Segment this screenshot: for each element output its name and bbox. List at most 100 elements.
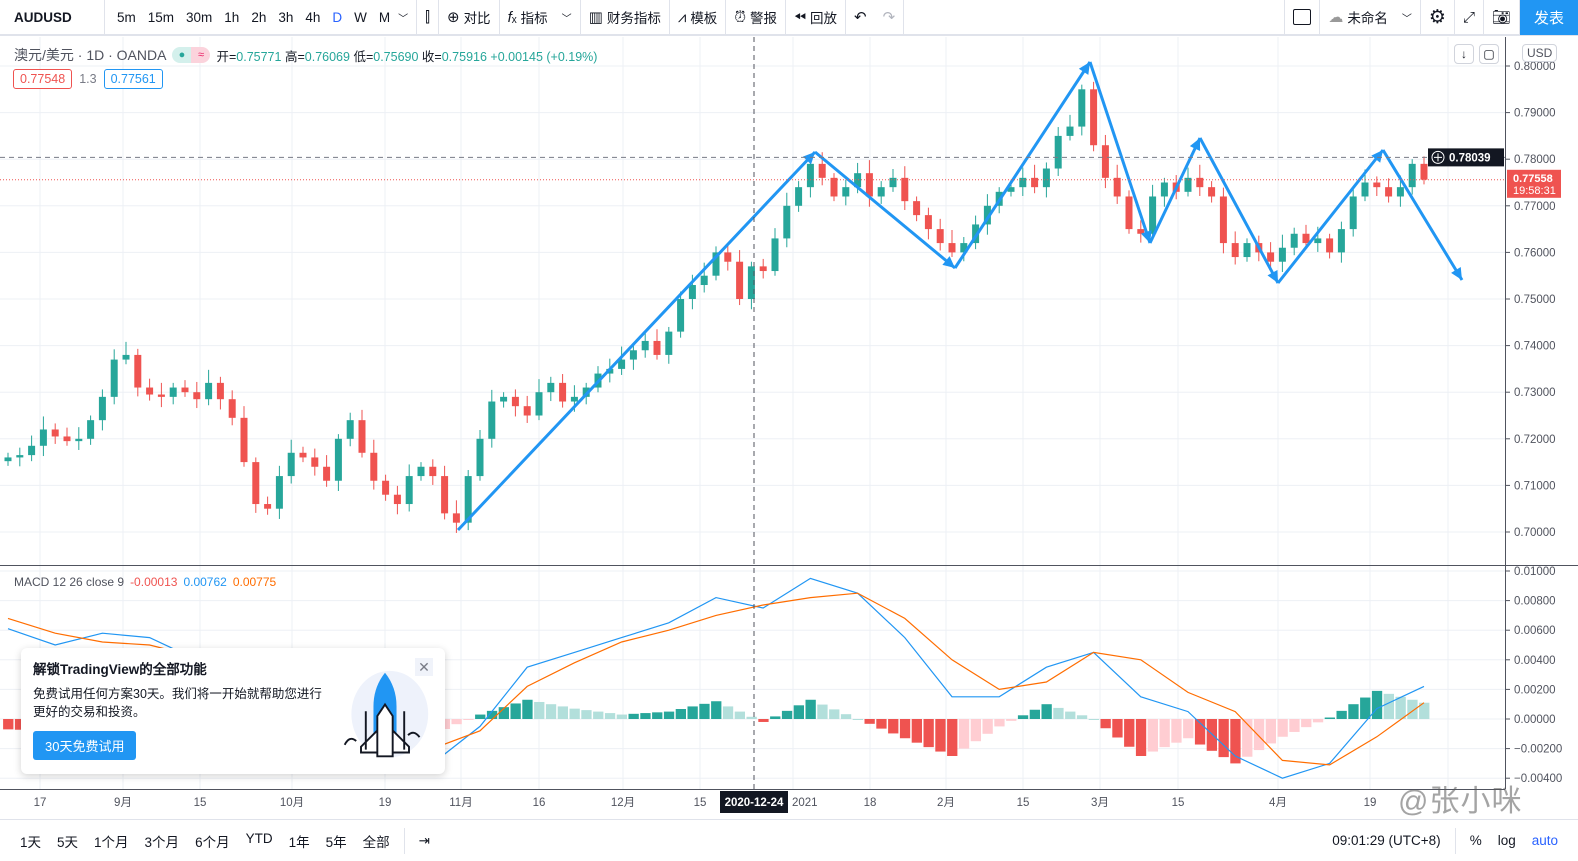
currency-label[interactable]: USD bbox=[1522, 44, 1558, 62]
percent-toggle[interactable]: % bbox=[1469, 833, 1482, 848]
macd-histogram-bar bbox=[970, 719, 981, 742]
gear-icon: ⚙︎ bbox=[1428, 6, 1446, 28]
arrowhead-icon bbox=[1267, 270, 1278, 283]
interval-15m[interactable]: 15m bbox=[147, 9, 175, 25]
chart-canvas[interactable]: 0.80000 0.79000 0.78000 0.77000 0.76000 0.750… bbox=[0, 37, 1578, 819]
replay-button[interactable]: ⏪︎ 回放 bbox=[786, 0, 847, 35]
interval-1h[interactable]: 1h bbox=[224, 9, 240, 25]
compare-button[interactable]: ⊕ 对比 bbox=[439, 0, 500, 35]
macd-histogram-bar bbox=[593, 711, 604, 719]
templates-button[interactable]: ⩘ 模板 bbox=[670, 0, 727, 35]
macd-histogram-bar bbox=[864, 719, 875, 724]
interval-D[interactable]: D bbox=[332, 9, 343, 25]
log-toggle[interactable]: log bbox=[1497, 833, 1516, 848]
alerts-button[interactable]: ⏰︎ 警报 bbox=[726, 0, 787, 35]
macd-histogram-bar bbox=[675, 709, 686, 719]
interval-30m[interactable]: 30m bbox=[186, 9, 213, 25]
range-7[interactable]: 5年 bbox=[325, 834, 347, 850]
popup-title: 解锁TradingView的全部功能 bbox=[33, 662, 207, 677]
candle-body bbox=[4, 457, 12, 462]
crosshair-date-label bbox=[720, 791, 788, 813]
range-4[interactable]: 6个月 bbox=[195, 834, 230, 850]
change-value: +0.00145 (+0.19%) bbox=[490, 49, 598, 64]
upgrade-popup: 解锁TradingView的全部功能 免费试用任何方案30天。我们将一开始就帮助… bbox=[21, 648, 445, 774]
indicators-button[interactable]: fₓ 指标 ﹀ bbox=[500, 0, 581, 35]
popup-body: 免费试用任何方案30天。我们将一开始就帮助您进行更好的交易和投资。 bbox=[33, 687, 322, 719]
time-tick-label: 12月 bbox=[611, 797, 635, 809]
interval-5m[interactable]: 5m bbox=[117, 9, 136, 25]
candle-body bbox=[972, 224, 980, 244]
candle-body bbox=[429, 466, 437, 477]
divider bbox=[403, 827, 405, 854]
interval-M[interactable]: M bbox=[378, 9, 391, 25]
macd-histogram-bar bbox=[451, 719, 462, 725]
timezone-clock[interactable]: 09:01:29 (UTC+8) bbox=[1332, 833, 1441, 848]
fullscreen-button[interactable]: ⤢ bbox=[1455, 0, 1484, 35]
candle-body bbox=[1113, 177, 1121, 197]
macd-histogram-bar bbox=[475, 714, 486, 719]
buy-button[interactable]: 0.77561 bbox=[103, 69, 163, 89]
settings-button[interactable]: ⚙︎ bbox=[1421, 0, 1455, 35]
snapshot-button[interactable]: 📷︎ bbox=[1484, 0, 1520, 35]
auto-toggle[interactable]: auto bbox=[1531, 833, 1558, 848]
layout-name-button[interactable]: ☁︎ 未命名 ﹀ bbox=[1320, 0, 1421, 35]
candle-body bbox=[393, 494, 401, 505]
interval-4h[interactable]: 4h bbox=[305, 9, 321, 25]
candle-body bbox=[1420, 163, 1428, 180]
candle-body bbox=[759, 266, 767, 272]
macd-histogram-bar bbox=[793, 705, 804, 719]
divider bbox=[1454, 827, 1456, 854]
range-8[interactable]: 全部 bbox=[362, 834, 390, 850]
publish-button[interactable]: 发表 bbox=[1520, 0, 1578, 35]
close-icon[interactable]: ✕ bbox=[415, 658, 433, 676]
macd-histogram-bar bbox=[829, 709, 840, 719]
undo-button[interactable]: ↶ bbox=[846, 0, 875, 35]
spread: 1.3 bbox=[79, 72, 97, 86]
interval-3h[interactable]: 3h bbox=[278, 9, 294, 25]
range-5[interactable]: YTD bbox=[245, 830, 273, 846]
interval-W[interactable]: W bbox=[354, 9, 367, 25]
redo-button[interactable]: ↷ bbox=[875, 0, 905, 35]
candle-body bbox=[216, 382, 224, 400]
macd-histogram-bar bbox=[1371, 690, 1383, 719]
chart-style-button[interactable]: ⫿ bbox=[417, 0, 439, 35]
free-trial-button[interactable]: 30天免费试用 bbox=[33, 731, 137, 760]
macd-histogram-bar bbox=[935, 719, 946, 752]
symbol-search[interactable]: AUDUSD bbox=[0, 0, 105, 35]
crosshair-price-text: 0.78039 bbox=[1449, 152, 1491, 164]
candle-body bbox=[240, 417, 248, 463]
interval-2h[interactable]: 2h bbox=[251, 9, 267, 25]
range-0[interactable]: 1天 bbox=[20, 834, 42, 850]
candle-body bbox=[677, 299, 685, 332]
macd-histogram-bar bbox=[1312, 719, 1324, 723]
low-value: 0.75690 bbox=[373, 49, 419, 64]
candle-body bbox=[157, 394, 165, 397]
financials-button[interactable]: ▥ 财务指标 bbox=[581, 0, 670, 35]
candle-body bbox=[818, 163, 826, 178]
macd-histogram-bar bbox=[1041, 704, 1052, 719]
candle-body bbox=[877, 187, 885, 197]
maximize-pane-button[interactable]: ▢ bbox=[1479, 44, 1499, 64]
range-2[interactable]: 1个月 bbox=[94, 834, 129, 850]
goto-date-icon[interactable]: ⇥ bbox=[418, 832, 430, 848]
candle-body bbox=[924, 215, 932, 230]
candle-body bbox=[936, 229, 944, 244]
chevron-down-icon[interactable]: ﹀ bbox=[398, 13, 409, 25]
fullscreen-layout-button[interactable] bbox=[1284, 0, 1321, 35]
open-value: 0.75771 bbox=[236, 49, 282, 64]
macd-histogram-bar bbox=[498, 707, 509, 719]
range-3[interactable]: 3个月 bbox=[144, 834, 180, 850]
candle-body bbox=[771, 238, 779, 272]
macd-histogram-bar bbox=[1017, 715, 1029, 719]
candle-body bbox=[1125, 196, 1133, 230]
range-1[interactable]: 5天 bbox=[57, 834, 79, 850]
zigzag-drawing[interactable] bbox=[456, 61, 1464, 532]
macd-histogram-bar bbox=[522, 699, 533, 719]
macd-histogram-bar bbox=[805, 699, 816, 719]
symbol-title: 澳元/美元 · 1D · OANDA bbox=[14, 47, 167, 63]
sell-button[interactable]: 0.77548 bbox=[13, 69, 73, 89]
candle-body bbox=[1196, 177, 1204, 188]
macd-histogram-bar bbox=[722, 706, 734, 719]
range-6[interactable]: 1年 bbox=[288, 834, 310, 850]
scroll-down-button[interactable]: ↓ bbox=[1454, 44, 1474, 64]
